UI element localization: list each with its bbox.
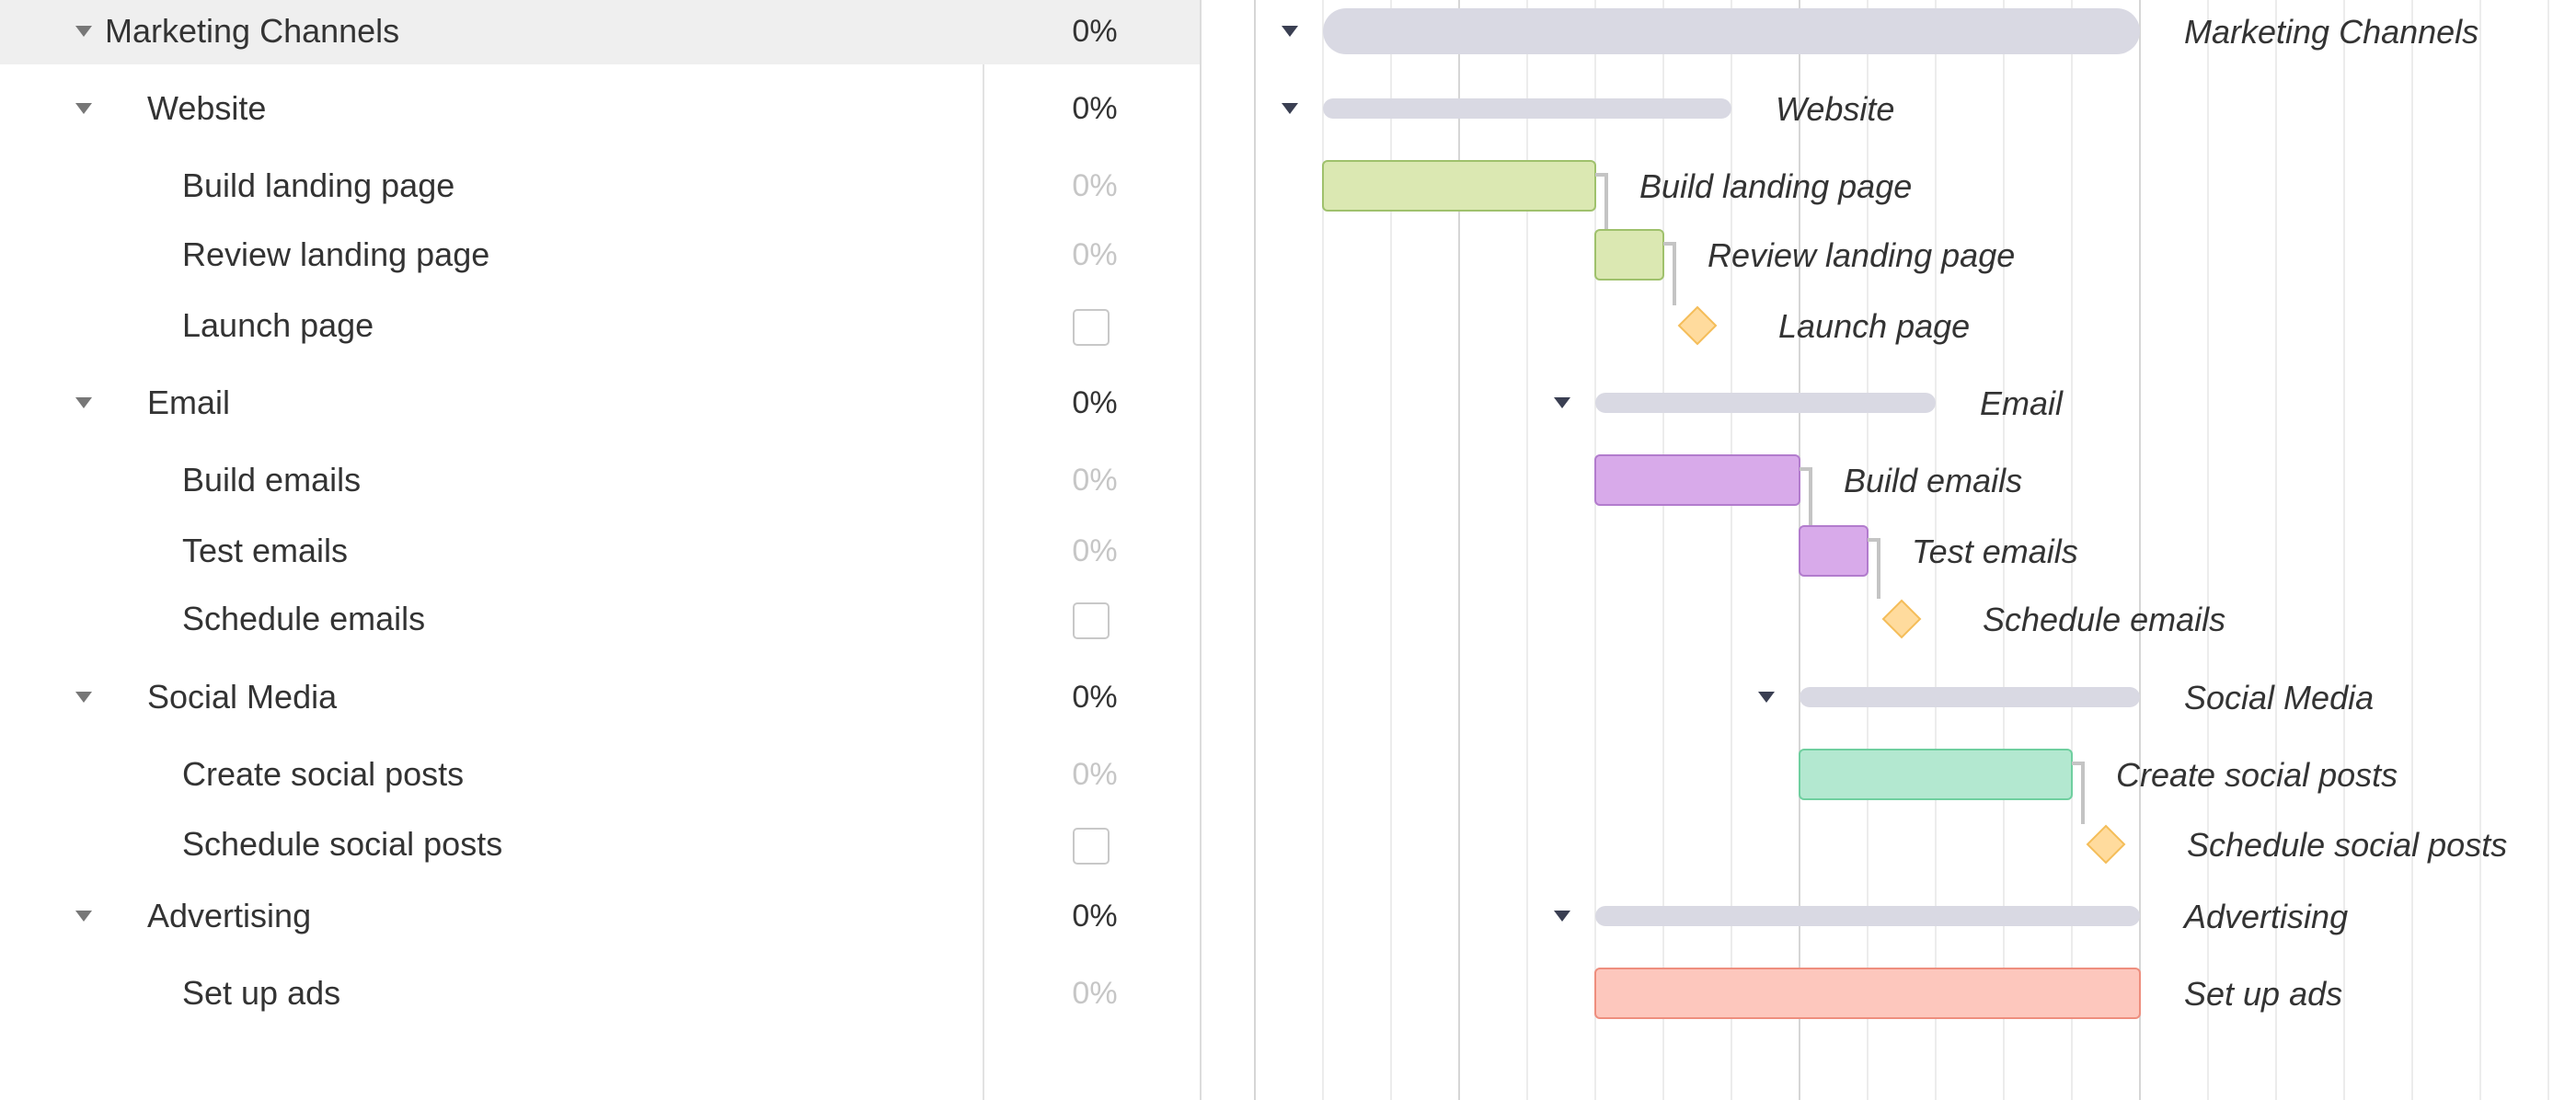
milestone-complete-checkbox[interactable] <box>1073 309 1110 346</box>
bar-label: Build landing page <box>1639 167 1912 205</box>
task-percent-complete[interactable]: 0% <box>1072 168 1118 203</box>
task-percent-complete[interactable]: 0% <box>1072 237 1118 272</box>
group-summary-bar[interactable] <box>1595 393 1936 413</box>
task-row-review-landing-page[interactable]: Review landing page 0% <box>0 222 1200 288</box>
gantt-chart: Marketing Channels Website Build landing p… <box>1202 0 2576 1100</box>
milestone-diamond-icon[interactable] <box>1677 305 1718 346</box>
milestone-complete-checkbox[interactable] <box>1073 828 1110 865</box>
task-row-schedule-emails[interactable]: Schedule emails <box>0 586 1200 652</box>
task-percent-complete[interactable]: 0% <box>1072 680 1118 715</box>
task-row-email[interactable]: Email 0% <box>0 370 1200 436</box>
group-summary-bar[interactable] <box>1595 906 2140 926</box>
dependency-connector <box>1595 173 1608 229</box>
task-row-build-landing-page[interactable]: Build landing page 0% <box>0 153 1200 219</box>
task-name[interactable]: Test emails <box>182 532 349 569</box>
column-divider <box>983 0 984 1100</box>
group-collapse-caret-icon[interactable] <box>1282 103 1298 114</box>
bar-label: Create social posts <box>2116 756 2398 794</box>
group-collapse-caret-icon[interactable] <box>1758 692 1775 703</box>
bar-label: Build emails <box>1844 462 2022 499</box>
task-bar[interactable] <box>1799 525 1869 577</box>
task-percent-complete[interactable]: 0% <box>1072 14 1118 49</box>
task-bar[interactable] <box>1322 160 1596 212</box>
bar-label: Launch page <box>1778 307 1970 345</box>
task-row-build-emails[interactable]: Build emails 0% <box>0 447 1200 513</box>
milestone-complete-checkbox[interactable] <box>1073 602 1110 639</box>
task-name[interactable]: Marketing Channels <box>105 12 400 50</box>
milestone-diamond-icon[interactable] <box>1881 599 1922 639</box>
bar-label: Schedule social posts <box>2187 826 2507 864</box>
group-summary-bar[interactable] <box>1800 687 2140 707</box>
task-name[interactable]: Set up ads <box>182 974 341 1012</box>
task-percent-complete[interactable]: 0% <box>1072 385 1118 420</box>
task-row-website[interactable]: Website 0% <box>0 75 1200 142</box>
task-row-set-up-ads[interactable]: Set up ads 0% <box>0 960 1200 1026</box>
task-name[interactable]: Schedule emails <box>182 600 426 637</box>
task-row-marketing-channels[interactable]: Marketing Channels 0% <box>0 0 1200 64</box>
task-row-schedule-social-posts[interactable]: Schedule social posts <box>0 811 1200 877</box>
bar-label: Schedule emails <box>1983 601 2225 638</box>
bar-label: Marketing Channels <box>2184 13 2478 51</box>
task-bar[interactable] <box>1799 749 2073 800</box>
bar-label: Review landing page <box>1708 236 2015 274</box>
task-row-create-social-posts[interactable]: Create social posts 0% <box>0 741 1200 808</box>
group-summary-bar[interactable] <box>1323 98 1731 119</box>
task-row-social-media[interactable]: Social Media 0% <box>0 664 1200 730</box>
task-name[interactable]: Schedule social posts <box>182 825 503 863</box>
task-row-advertising[interactable]: Advertising 0% <box>0 883 1200 949</box>
task-percent-complete[interactable]: 0% <box>1072 533 1118 568</box>
task-name[interactable]: Launch page <box>182 306 374 344</box>
task-row-test-emails[interactable]: Test emails 0% <box>0 518 1200 584</box>
group-collapse-caret-icon[interactable] <box>1554 911 1570 922</box>
task-row-launch-page[interactable]: Launch page <box>0 292 1200 359</box>
bar-label: Set up ads <box>2184 975 2342 1013</box>
bar-label: Test emails <box>1912 533 2078 570</box>
task-name[interactable]: Website <box>147 89 267 127</box>
collapse-caret-icon[interactable] <box>75 911 92 922</box>
dependency-connector <box>1868 538 1880 599</box>
gantt-canvas: Marketing Channels Website Build landing p… <box>1254 0 2549 1100</box>
collapse-caret-icon[interactable] <box>75 692 92 703</box>
bar-label: Email <box>1980 384 2064 422</box>
bar-label: Social Media <box>2184 679 2374 716</box>
group-collapse-caret-icon[interactable] <box>1282 26 1298 37</box>
bar-label: Website <box>1776 90 1894 128</box>
group-summary-bar[interactable] <box>1323 8 2140 54</box>
dependency-connector <box>1663 242 1676 305</box>
bar-label: Advertising <box>2182 898 2348 935</box>
task-bar[interactable] <box>1594 229 1664 281</box>
group-collapse-caret-icon[interactable] <box>1554 397 1570 408</box>
dependency-connector <box>2072 762 2085 824</box>
task-percent-complete[interactable]: 0% <box>1072 976 1118 1011</box>
collapse-caret-icon[interactable] <box>75 26 92 37</box>
task-grid: Marketing Channels 0% Website 0% Build landi… <box>0 0 1202 1100</box>
task-bar[interactable] <box>1594 454 1800 506</box>
task-name[interactable]: Email <box>147 384 231 421</box>
task-bar[interactable] <box>1594 968 2141 1019</box>
dependency-connector <box>1800 467 1812 525</box>
task-percent-complete[interactable]: 0% <box>1072 91 1118 126</box>
task-name[interactable]: Review landing page <box>182 235 490 273</box>
task-percent-complete[interactable]: 0% <box>1072 757 1118 792</box>
task-name[interactable]: Build emails <box>182 461 362 498</box>
task-name[interactable]: Build landing page <box>182 166 455 204</box>
task-percent-complete[interactable]: 0% <box>1072 463 1118 498</box>
collapse-caret-icon[interactable] <box>75 103 92 114</box>
milestone-diamond-icon[interactable] <box>2086 824 2126 865</box>
collapse-caret-icon[interactable] <box>75 397 92 408</box>
task-name[interactable]: Social Media <box>147 678 338 716</box>
task-name[interactable]: Advertising <box>147 897 312 934</box>
task-name[interactable]: Create social posts <box>182 755 465 793</box>
task-percent-complete[interactable]: 0% <box>1072 899 1118 934</box>
